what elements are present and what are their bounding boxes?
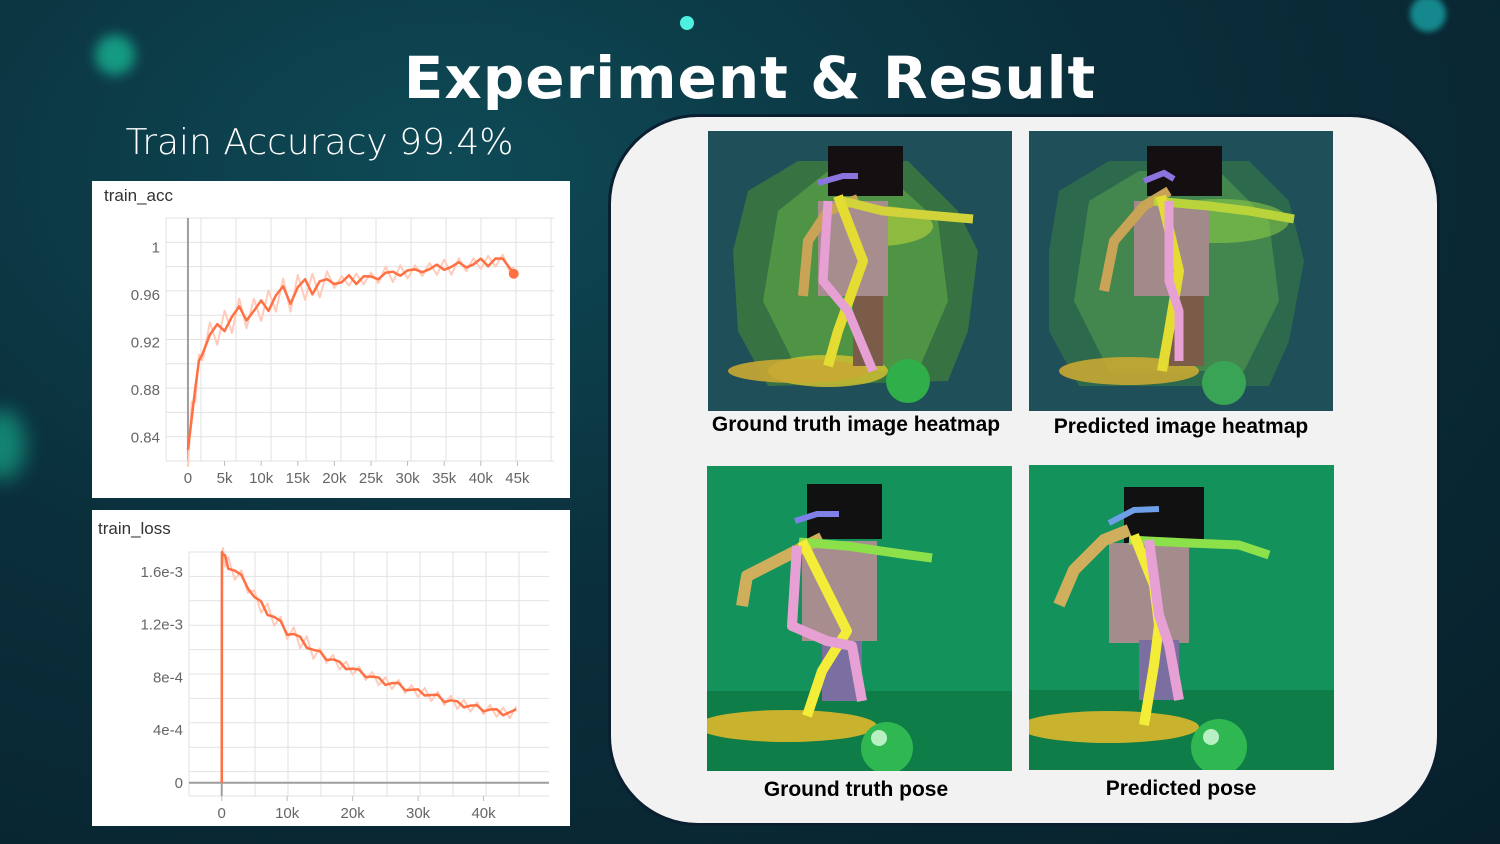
accuracy-caption: Train Accuracy 99.4% <box>125 122 514 163</box>
pred-heatmap-image <box>1029 131 1333 411</box>
y-tick-label: 0.92 <box>131 334 160 351</box>
x-tick-label: 35k <box>432 470 457 487</box>
y-tick-label: 8e-4 <box>153 669 183 686</box>
x-tick-label: 5k <box>217 470 233 487</box>
results-panel: Ground truth image heatmap Predicted ima… <box>608 114 1440 826</box>
x-tick-label: 0 <box>218 805 226 822</box>
x-tick-label: 20k <box>341 805 366 822</box>
x-tick-label: 0 <box>184 470 192 487</box>
y-tick-label: 0.88 <box>131 382 160 399</box>
x-tick-label: 10k <box>275 805 300 822</box>
y-tick-label: 1.2e-3 <box>140 617 183 634</box>
background-glow-dot <box>680 16 694 30</box>
series-line <box>186 257 515 450</box>
series-end-point <box>508 268 519 279</box>
x-tick-label: 45k <box>505 470 530 487</box>
pred-pose-image <box>1029 465 1334 770</box>
x-tick-label: 40k <box>471 805 496 822</box>
gt-pose-caption: Ground truth pose <box>763 778 949 801</box>
background-glow-dot <box>95 35 135 75</box>
x-tick-label: 20k <box>322 470 347 487</box>
chart-title: train_loss <box>98 519 171 538</box>
y-tick-label: 4e-4 <box>153 722 183 739</box>
y-tick-label: 1 <box>152 240 160 257</box>
x-tick-label: 40k <box>469 470 494 487</box>
train-loss-plot: train_loss 0 10k 20k 30k 40k 0 4e-4 8e-4 1.2e-3 1… <box>98 519 549 822</box>
raw-series-line <box>186 253 515 467</box>
train-loss-chart: train_loss 0 10k 20k 30k 40k 0 4e-4 8e-4 1.2e-3 1… <box>92 510 570 826</box>
pose-illustration <box>1029 465 1334 770</box>
x-tick-label: 25k <box>359 470 384 487</box>
pose-illustration <box>707 466 1012 771</box>
y-tick-label: 0.96 <box>131 287 160 304</box>
gt-heatmap-caption: Ground truth image heatmap <box>711 413 1001 436</box>
train-acc-plot: train_acc 0 5k 10k 15k 20k 25k 30k 35k 40k 45k 0.8… <box>104 186 554 487</box>
background-glow-dot <box>0 410 25 480</box>
gt-pose-image <box>707 466 1012 771</box>
y-tick-label: 1.6e-3 <box>140 564 183 581</box>
x-tick-label: 30k <box>406 805 431 822</box>
heatmap-illustration <box>708 131 1012 411</box>
gt-heatmap-image <box>708 131 1012 411</box>
train-acc-chart: train_acc 0 5k 10k 15k 20k 25k 30k 35k 40k 45k 0.8… <box>92 181 570 498</box>
background-glow-dot <box>1410 0 1446 32</box>
x-tick-label: 30k <box>395 470 420 487</box>
y-tick-label: 0 <box>175 775 183 792</box>
pred-heatmap-caption: Predicted image heatmap <box>1053 415 1309 438</box>
chart-title: train_acc <box>104 186 173 205</box>
slide-title: Experiment & Result <box>403 44 1097 112</box>
y-tick-label: 0.84 <box>131 429 160 446</box>
series-line <box>220 550 517 783</box>
pred-pose-caption: Predicted pose <box>1105 777 1257 800</box>
x-tick-label: 15k <box>286 470 311 487</box>
heatmap-illustration <box>1029 131 1333 411</box>
x-tick-label: 10k <box>249 470 274 487</box>
